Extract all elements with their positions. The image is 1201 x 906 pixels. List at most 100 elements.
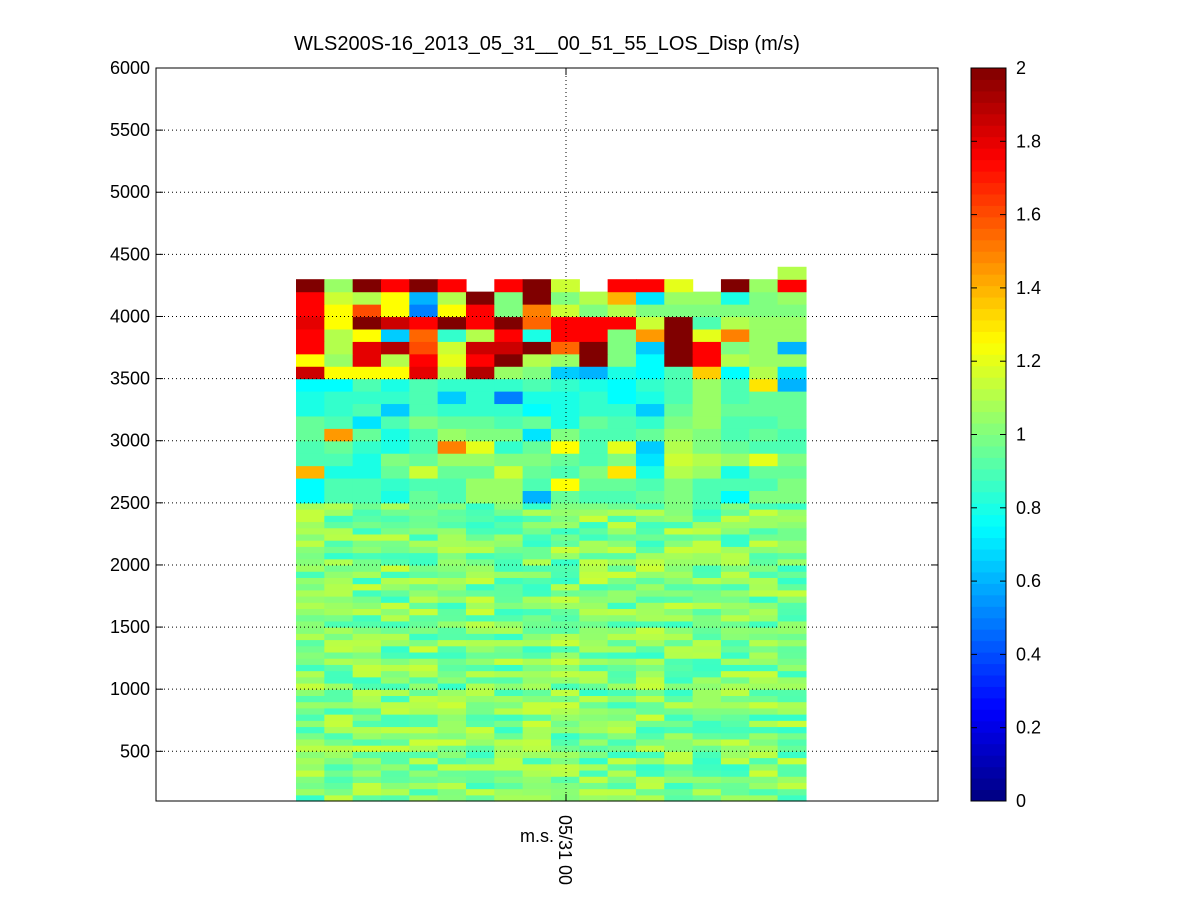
heatmap-cell <box>692 291 722 305</box>
heatmap-cell <box>437 732 467 740</box>
heatmap-cell <box>749 341 779 355</box>
heatmap-cell <box>494 726 524 734</box>
heatmap-cell <box>720 428 750 442</box>
heatmap-cell <box>607 391 637 405</box>
heatmap-cell <box>749 279 779 293</box>
heatmap-cell <box>437 738 467 746</box>
heatmap-cell <box>352 658 382 665</box>
colorbar-strip <box>971 594 1006 607</box>
heatmap-cell <box>409 769 439 777</box>
heatmap-cell <box>550 602 580 610</box>
heatmap-cell <box>550 527 580 535</box>
x-axis-label: m.s. <box>520 826 554 846</box>
heatmap-cell <box>296 707 325 715</box>
heatmap-cell <box>409 676 439 684</box>
heatmap-cell <box>522 714 552 721</box>
heatmap-cell <box>579 502 609 510</box>
heatmap-cell <box>749 564 779 572</box>
x-tick-label: 05/31 00 <box>555 815 575 885</box>
heatmap-cell <box>324 502 354 510</box>
heatmap-cell <box>522 316 552 330</box>
heatmap-cell <box>296 366 325 380</box>
heatmap-cell <box>749 627 779 634</box>
heatmap-cell <box>607 291 637 305</box>
heatmap-cell <box>465 378 495 392</box>
heatmap-cell <box>494 477 524 491</box>
heatmap-cell <box>465 341 495 355</box>
heatmap-cell <box>749 651 779 659</box>
heatmap-cell <box>494 794 524 802</box>
heatmap-cell <box>664 701 694 709</box>
heatmap-cell <box>749 571 779 578</box>
heatmap-cell <box>777 546 807 554</box>
heatmap-cell <box>522 664 552 672</box>
heatmap-cell <box>579 540 609 547</box>
heatmap-cell <box>465 670 495 678</box>
heatmap-cell <box>296 564 325 572</box>
colorbar-strip <box>971 640 1006 653</box>
heatmap-cell <box>324 577 354 585</box>
heatmap-cell <box>409 732 439 740</box>
heatmap-cell <box>749 509 779 516</box>
heatmap-cell <box>437 776 467 783</box>
heatmap-cell <box>494 682 524 690</box>
heatmap-cell <box>720 670 750 678</box>
heatmap-cell <box>635 291 665 305</box>
heatmap-cell <box>607 794 637 802</box>
heatmap-cell <box>550 341 580 355</box>
heatmap-cell <box>550 689 580 696</box>
heatmap-cell <box>550 279 580 293</box>
heatmap-cell <box>324 415 354 429</box>
heatmap-cell <box>720 502 750 510</box>
heatmap-cell <box>324 304 354 318</box>
heatmap-cell <box>437 291 467 305</box>
heatmap-cell <box>409 391 439 405</box>
heatmap-cell <box>324 707 354 715</box>
heatmap-cell <box>664 515 694 523</box>
heatmap-cell <box>465 776 495 783</box>
colorbar-strip <box>971 354 1006 367</box>
heatmap-cell <box>296 415 325 429</box>
heatmap-cell <box>777 701 807 709</box>
heatmap-cell <box>296 757 325 765</box>
heatmap-cell <box>635 763 665 771</box>
heatmap-cell <box>720 577 750 585</box>
heatmap-cell <box>522 726 552 734</box>
heatmap-cell <box>550 440 580 454</box>
heatmap-cell <box>465 328 495 342</box>
heatmap-cell <box>409 353 439 367</box>
heatmap-cell <box>522 279 552 293</box>
heatmap-cell <box>296 738 325 746</box>
heatmap-cell <box>692 571 722 578</box>
colorbar-strip <box>971 262 1006 275</box>
heatmap-cell <box>607 366 637 380</box>
heatmap-cell <box>579 639 609 647</box>
heatmap-cell <box>352 596 382 603</box>
heatmap-cell <box>749 676 779 684</box>
heatmap-cell <box>465 366 495 380</box>
heatmap-cell <box>409 714 439 721</box>
heatmap-cell <box>749 391 779 405</box>
heatmap-cell <box>664 633 694 641</box>
heatmap-cell <box>522 738 552 746</box>
heatmap-cell <box>296 627 325 634</box>
heatmap-cell <box>664 745 694 752</box>
heatmap-cell <box>692 546 722 554</box>
heatmap-cell <box>352 583 382 591</box>
heatmap-cell <box>749 714 779 721</box>
colorbar-strip <box>971 549 1006 561</box>
heatmap-cell <box>607 378 637 392</box>
heatmap-cell <box>579 564 609 572</box>
colorbar-tick-label: 0.6 <box>1016 571 1041 591</box>
colorbar-strip <box>971 182 1006 195</box>
heatmap-cell <box>607 589 637 597</box>
heatmap-cell <box>352 477 382 491</box>
heatmap-cell <box>749 546 779 554</box>
heatmap-cell <box>324 440 354 454</box>
heatmap-cell <box>296 726 325 734</box>
heatmap-cell <box>352 676 382 684</box>
heatmap-cell <box>494 564 524 572</box>
heatmap-cell <box>409 589 439 597</box>
heatmap-cell <box>550 577 580 585</box>
heatmap-cell <box>409 465 439 479</box>
